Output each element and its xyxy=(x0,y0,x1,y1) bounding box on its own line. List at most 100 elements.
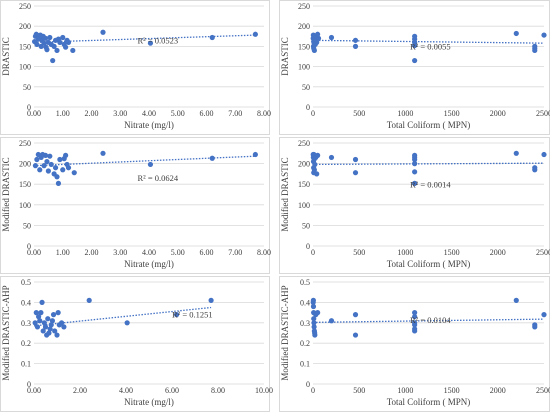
data-point xyxy=(42,152,49,158)
data-point xyxy=(312,161,318,168)
x-tick-label: 3.00 xyxy=(113,109,127,118)
y-axis-title: Modified DRASTIC xyxy=(1,157,11,231)
y-tick-label: 250 xyxy=(298,139,310,148)
x-tick-label: 4.00 xyxy=(142,248,156,257)
data-point xyxy=(412,328,418,334)
y-tick-label: 0.5 xyxy=(300,278,310,287)
x-tick-label: 1500 xyxy=(444,386,460,395)
y-tick-label: 50 xyxy=(302,221,310,230)
data-point xyxy=(513,297,519,303)
data-point xyxy=(54,47,60,54)
y-tick-label: 100 xyxy=(19,63,31,72)
y-tick-label: 150 xyxy=(19,42,31,51)
x-axis-title: Total Coliform ( MPN) xyxy=(387,397,471,407)
data-point xyxy=(63,44,69,50)
data-point xyxy=(41,163,47,169)
y-tick-label: 200 xyxy=(298,160,310,169)
data-point xyxy=(47,34,53,41)
x-tick-label: 2.00 xyxy=(85,109,99,118)
x-tick-label: 1.00 xyxy=(56,109,70,118)
data-point xyxy=(54,332,60,338)
data-point xyxy=(513,30,519,37)
x-tick-label: 6.00 xyxy=(200,109,214,118)
y-axis-title: DRASTIC xyxy=(1,37,11,76)
data-point xyxy=(39,299,45,305)
y-tick-label: 0.1 xyxy=(21,360,31,369)
y-tick-label: 0.2 xyxy=(300,339,310,348)
data-point xyxy=(47,153,53,159)
y-tick-label: 0 xyxy=(27,380,31,389)
data-point xyxy=(34,324,41,330)
data-point xyxy=(352,170,359,176)
data-point xyxy=(71,170,77,176)
r-squared-label: R² = 0.0624 xyxy=(138,173,179,183)
data-point xyxy=(532,167,538,173)
y-tick-label: 0.1 xyxy=(300,360,310,369)
x-tick-label: 0.00 xyxy=(27,109,41,118)
x-axis-title: Nitrate (mg/l) xyxy=(124,259,174,269)
data-point xyxy=(352,156,359,163)
x-tick-label: 2500 xyxy=(536,386,550,395)
r-squared-label: R² = 0.0014 xyxy=(410,179,451,189)
data-point xyxy=(352,43,359,50)
x-tick-label: 1.00 xyxy=(56,248,70,257)
x-tick-label: 2000 xyxy=(490,248,506,257)
data-point xyxy=(48,322,54,328)
data-point xyxy=(412,180,418,186)
data-point xyxy=(34,156,40,163)
y-tick-label: 200 xyxy=(19,160,31,169)
data-point xyxy=(44,47,50,53)
y-axis-title: DRASTIC xyxy=(280,37,290,76)
y-tick-label: 0.2 xyxy=(21,339,31,348)
y-tick-label: 250 xyxy=(19,139,31,148)
x-tick-label: 6.00 xyxy=(200,248,214,257)
r-squared-label: R² = 0.0055 xyxy=(410,41,451,51)
data-point xyxy=(541,312,547,318)
chart-panel-3: 0 50 100 150 200 250 0.00 1.00 2.00 3.00 4.00 5.00 6… xyxy=(0,137,271,274)
data-point xyxy=(63,152,69,158)
data-point xyxy=(55,310,61,316)
y-tick-label: 0 xyxy=(27,103,31,112)
data-point xyxy=(412,42,418,49)
data-point xyxy=(37,167,43,173)
x-tick-label: 4.00 xyxy=(142,109,156,118)
data-point xyxy=(252,31,258,37)
data-point xyxy=(541,32,547,38)
data-point xyxy=(40,328,46,334)
x-tick-label: 2500 xyxy=(536,248,550,257)
y-tick-label: 200 xyxy=(19,22,31,31)
y-tick-label: 50 xyxy=(23,83,31,92)
data-point xyxy=(209,34,215,41)
data-point xyxy=(252,151,258,158)
y-axis-title: Modified DRASTIC-AHP xyxy=(280,285,290,380)
x-tick-label: 6.00 xyxy=(165,386,179,395)
data-point xyxy=(52,165,59,171)
data-point xyxy=(42,324,49,330)
data-point xyxy=(412,314,418,320)
chart-panel-1: 0 50 100 150 200 250 0.00 1.00 2.00 3.00 4.00 5.00 6… xyxy=(0,0,271,135)
data-point xyxy=(310,303,317,310)
data-point xyxy=(45,168,51,174)
y-tick-label: 0 xyxy=(306,242,310,251)
data-point xyxy=(328,34,335,41)
x-tick-label: 1000 xyxy=(397,248,413,257)
y-tick-label: 150 xyxy=(298,42,310,51)
data-point xyxy=(55,180,62,186)
data-point xyxy=(44,158,50,165)
data-point xyxy=(48,161,54,168)
data-point xyxy=(412,156,418,163)
x-tick-label: 2.00 xyxy=(73,386,87,395)
x-tick-label: 4.00 xyxy=(119,386,133,395)
x-tick-label: 0.00 xyxy=(27,386,41,395)
data-point xyxy=(315,31,321,37)
data-point xyxy=(54,174,60,180)
data-point xyxy=(32,320,38,326)
trendline xyxy=(33,155,256,167)
data-point xyxy=(60,167,66,173)
data-point xyxy=(124,320,130,326)
data-point xyxy=(41,40,47,46)
data-point xyxy=(513,150,519,156)
data-point xyxy=(314,39,320,45)
chart-panel-6: 0 0.1 0.2 0.3 0.4 0.5 0 500 1000 1500 2000 2500 Tota… xyxy=(279,276,550,412)
data-point xyxy=(100,29,106,35)
